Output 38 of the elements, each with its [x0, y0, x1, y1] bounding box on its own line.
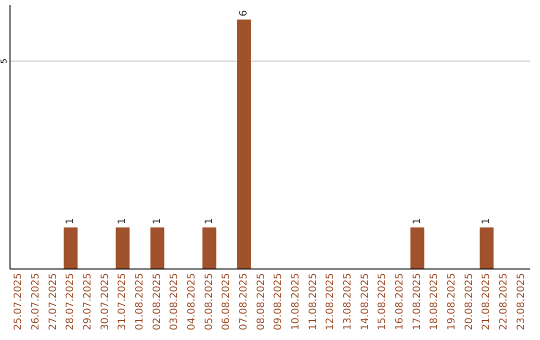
x-tick-label: 11.08.2025 — [308, 273, 319, 330]
x-tick-label: 01.08.2025 — [134, 273, 146, 330]
y-tick-label: 5 — [0, 58, 8, 64]
x-tick-label: 25.07.2025 — [13, 273, 24, 330]
data-label: 1 — [412, 218, 423, 224]
x-tick-label: 06.08.2025 — [221, 273, 232, 330]
x-tick-label: 09.08.2025 — [273, 273, 284, 330]
x-tick-label: 05.08.2025 — [204, 273, 215, 330]
x-tick-label: 26.07.2025 — [30, 273, 42, 330]
x-tick-label: 10.08.2025 — [290, 273, 302, 330]
x-tick-label: 13.08.2025 — [342, 273, 354, 330]
x-tick-label: 14.08.2025 — [360, 273, 371, 330]
x-tick-label: 02.08.2025 — [152, 273, 163, 330]
x-tick-label: 21.08.2025 — [481, 273, 492, 330]
data-label: 1 — [481, 218, 492, 224]
x-tick-label: 17.08.2025 — [412, 273, 423, 330]
x-tick-label: 31.07.2025 — [117, 273, 128, 330]
x-tick-label: 20.08.2025 — [464, 273, 475, 330]
x-tick-label: 29.07.2025 — [82, 273, 94, 330]
x-tick-label: 18.08.2025 — [429, 273, 440, 330]
x-tick-label: 07.08.2025 — [238, 273, 250, 330]
data-label: 6 — [238, 10, 250, 17]
data-label: 1 — [65, 218, 76, 224]
x-tick-label: 23.08.2025 — [516, 273, 527, 330]
x-tick-label: 12.08.2025 — [325, 273, 336, 330]
x-tick-label: 16.08.2025 — [394, 273, 406, 330]
x-tick-label: 15.08.2025 — [377, 273, 388, 330]
x-tick-label: 28.07.2025 — [65, 273, 76, 330]
data-label: 1 — [152, 218, 163, 224]
x-tick-label: 27.07.2025 — [48, 273, 59, 330]
x-tick-label: 19.08.2025 — [446, 273, 458, 330]
x-tick-label: 08.08.2025 — [256, 273, 267, 330]
x-tick-label: 04.08.2025 — [186, 273, 198, 330]
x-tick-label: 03.08.2025 — [169, 273, 180, 330]
x-tick-label: 22.08.2025 — [498, 273, 510, 330]
x-tick-label: 30.07.2025 — [100, 273, 111, 330]
data-label: 1 — [204, 218, 215, 224]
data-label: 1 — [117, 218, 128, 224]
